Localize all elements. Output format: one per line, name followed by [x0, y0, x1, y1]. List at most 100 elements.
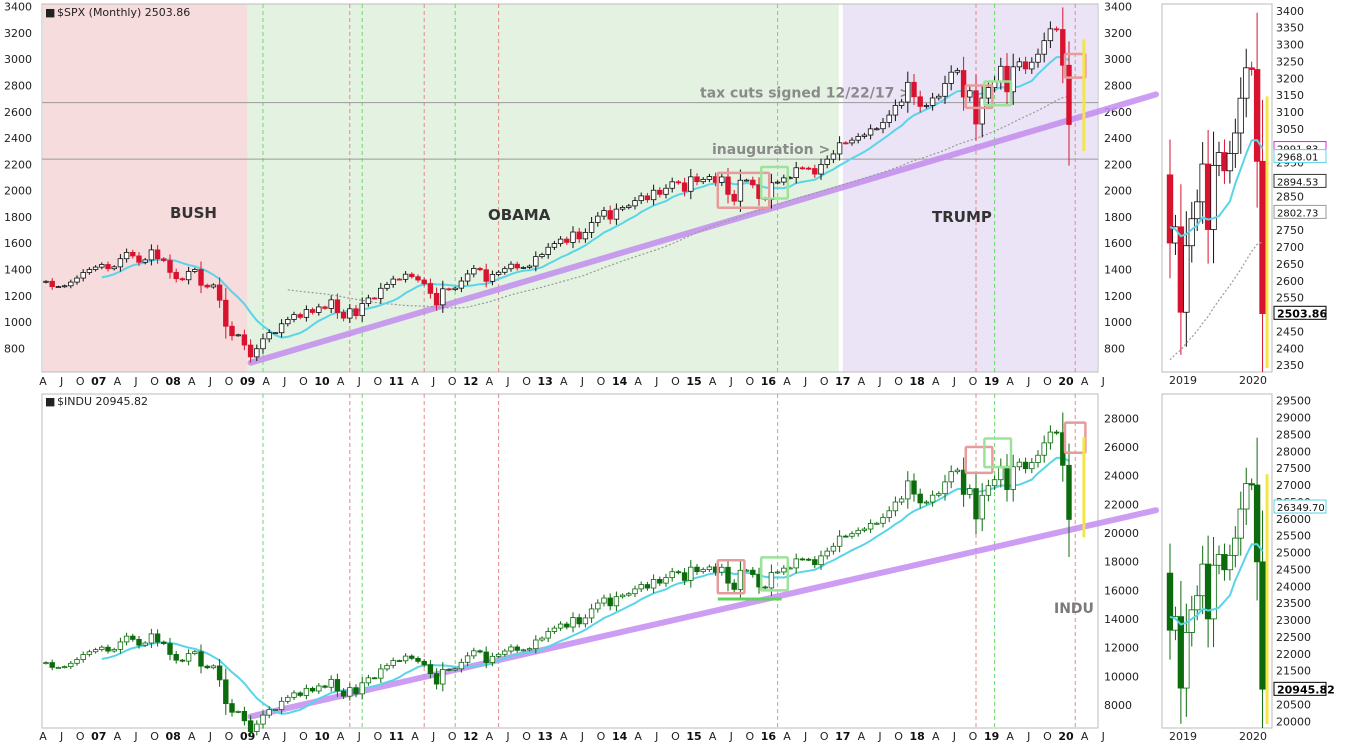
x-tick-month: O [745, 375, 754, 388]
spx-candle [266, 332, 272, 340]
x-tick-month: A [858, 375, 866, 388]
x-tick-month: J [1101, 375, 1105, 388]
indu-candle [595, 602, 601, 610]
spx-candle [601, 210, 607, 217]
x-tick-month: J [208, 375, 212, 388]
x-tick-month: A [114, 730, 122, 743]
indu-candle [43, 662, 49, 664]
x-tick-month: J [877, 375, 881, 388]
spx-candle [570, 231, 576, 243]
indu-zoom-y-tick: 22500 [1276, 631, 1311, 644]
spx-candle [198, 269, 204, 286]
indu-candle [929, 494, 936, 503]
indu-candle [855, 529, 861, 535]
spx-candle [1060, 29, 1066, 66]
spx-zoom-candle [1215, 152, 1223, 166]
indu-candle [836, 535, 843, 547]
spx-candle [477, 268, 483, 271]
x-tick-month: J [1026, 375, 1030, 388]
spx-right-y-tick: 800 [1104, 342, 1125, 355]
x-tick-month: J [729, 375, 733, 388]
spx-candle [223, 299, 229, 327]
spx-candle [526, 265, 533, 268]
spx-candle [929, 97, 936, 106]
indu-candle [781, 567, 787, 573]
spx-candle [161, 258, 167, 261]
indu-price-badge-text: 20945.82 [1277, 683, 1335, 696]
indu-candle [179, 659, 186, 662]
spx-candle [508, 263, 514, 270]
spx-candle [855, 136, 861, 141]
indu-highlight-box [716, 559, 746, 595]
x-tick-year: 07 [91, 375, 106, 388]
spx-candle [861, 134, 868, 137]
spx-zoom-y-tick: 3050 [1276, 123, 1304, 136]
x-tick-year: 10 [314, 375, 330, 388]
x-tick-month: O [745, 730, 754, 743]
x-tick-month: O [373, 730, 382, 743]
spx-zoom-candle [1232, 132, 1239, 154]
spx-candle [588, 222, 595, 233]
indu-zoom-candle [1194, 595, 1201, 611]
spx-candle [464, 273, 471, 282]
indu-zoom-y-tick: 28000 [1276, 445, 1311, 458]
spx-candle [1004, 65, 1010, 93]
indu-zoom-yellow-bar [1265, 474, 1269, 724]
spx-candle [378, 287, 384, 299]
indu-candle [762, 586, 768, 589]
indu-right-y-tick: 18000 [1104, 556, 1139, 569]
x-tick-month: J [208, 730, 212, 743]
indu-candle [613, 596, 620, 607]
indu-candle [905, 480, 911, 500]
spx-candle [142, 259, 148, 263]
spx-candle [644, 195, 651, 201]
spx-candle [688, 176, 694, 192]
spx-candle [942, 82, 948, 97]
x-tick-year: 17 [835, 375, 850, 388]
spx-candle [1016, 61, 1023, 68]
indu-price-badge-text: 26349.70 [1277, 503, 1325, 514]
spx-zoom-y-tick: 3400 [1276, 5, 1304, 18]
indu-candle [911, 480, 917, 495]
x-tick-month: J [580, 730, 584, 743]
spx-candle [799, 167, 806, 170]
x-tick-month: J [877, 730, 881, 743]
x-tick-month: A [932, 375, 940, 388]
indu-candle [849, 533, 855, 537]
spx-zoom-y-tick: 2550 [1276, 292, 1304, 305]
indu-candle [371, 677, 378, 680]
indu-frame [41, 393, 1099, 729]
spx-right-y-tick: 1600 [1104, 237, 1132, 250]
indu-candle [607, 597, 613, 607]
indu-candle [985, 485, 992, 496]
spx-candle [136, 255, 142, 263]
spx-candle [657, 189, 663, 195]
spx-left-y-tick: 2400 [4, 132, 32, 145]
spx-candle [340, 312, 347, 319]
indu-candle [706, 566, 713, 570]
indu-watermark: INDU [1054, 601, 1094, 617]
annotation-tax-cuts: tax cuts signed 12/22/17 > [700, 86, 911, 102]
indu-candle [675, 571, 682, 574]
indu-candle [799, 558, 806, 561]
spx-candle [433, 293, 440, 306]
spx-candle [960, 70, 967, 98]
indu-candle [136, 639, 142, 646]
spx-candle [409, 273, 415, 278]
x-tick-month: O [1043, 375, 1052, 388]
spx-candle [911, 81, 917, 98]
indu-candle [477, 650, 483, 653]
spx-left-y-tick: 2800 [4, 79, 32, 92]
indu-candle [508, 646, 514, 652]
indu-candle [285, 696, 291, 702]
indu-header-icon: ■ [45, 395, 55, 408]
indu-header: $INDU 20945.82 [57, 395, 148, 408]
indu-candle [564, 623, 570, 628]
indu-candle [1016, 461, 1023, 468]
spx-candle [626, 205, 632, 208]
x-tick-month: O [820, 730, 829, 743]
spx-candle [427, 283, 434, 294]
indu-candle [601, 597, 607, 604]
indu-zoom-y-tick: 28500 [1276, 428, 1311, 441]
